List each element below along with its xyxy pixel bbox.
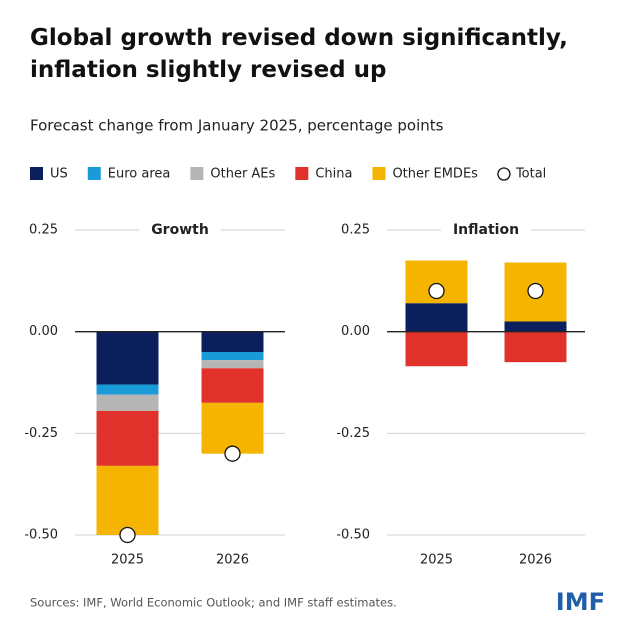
bar-segment <box>201 331 264 352</box>
bar-segment <box>201 402 264 454</box>
y-tick-label: -0.50 <box>24 528 58 543</box>
panel-title-bg <box>440 220 532 240</box>
bar-segment <box>405 331 468 367</box>
bar-segment <box>96 410 159 466</box>
legend-swatch <box>190 167 204 180</box>
subtitle: Forecast change from January 2025, perce… <box>30 117 444 135</box>
legend-label: Other EMDEs <box>392 167 478 182</box>
legend-swatch <box>295 167 309 180</box>
legend-swatch <box>372 167 386 180</box>
y-tick-label: 0.00 <box>341 324 370 339</box>
chart-title: Global growth revised down significantly… <box>30 25 568 83</box>
y-tick-label: -0.25 <box>336 426 370 441</box>
total-marker <box>527 282 544 300</box>
total-marker <box>224 445 241 462</box>
legend-label: China <box>315 167 352 182</box>
legend-swatch <box>87 167 101 180</box>
legend-marker <box>497 167 511 181</box>
bar-segment <box>201 352 264 361</box>
bar-segment <box>504 321 567 332</box>
y-tick-label: 0.25 <box>29 223 58 238</box>
bar-segment <box>96 465 159 535</box>
x-tick-label: 2026 <box>216 553 249 568</box>
legend-label: Other AEs <box>210 167 275 182</box>
y-tick-label: -0.50 <box>336 528 370 543</box>
x-tick-label: 2025 <box>111 553 144 568</box>
bar-segment <box>201 368 264 403</box>
legend-label: Euro area <box>108 167 171 182</box>
legend-swatch <box>30 167 43 180</box>
total-marker <box>428 282 445 300</box>
x-tick-label: 2026 <box>519 553 552 568</box>
panel-title: Inflation <box>453 222 519 238</box>
y-tick-label: -0.25 <box>24 426 58 441</box>
panel-title: Growth <box>151 222 209 238</box>
logo: IMF <box>556 588 605 616</box>
bar-segment <box>96 394 159 411</box>
legend-label: US <box>50 167 68 182</box>
total-marker <box>119 526 136 544</box>
x-tick-label: 2025 <box>420 553 453 568</box>
source: Sources: IMF, World Economic Outlook; an… <box>30 596 397 610</box>
bar-segment <box>96 384 159 395</box>
legend-label: Total <box>515 167 546 182</box>
panel-title-bg <box>139 220 221 240</box>
y-tick-label: 0.00 <box>29 324 58 339</box>
bar-segment <box>405 303 468 332</box>
bar-segment <box>201 360 264 369</box>
bar-segment <box>96 331 159 385</box>
y-tick-label: 0.25 <box>341 223 370 238</box>
bar-segment <box>504 331 567 363</box>
